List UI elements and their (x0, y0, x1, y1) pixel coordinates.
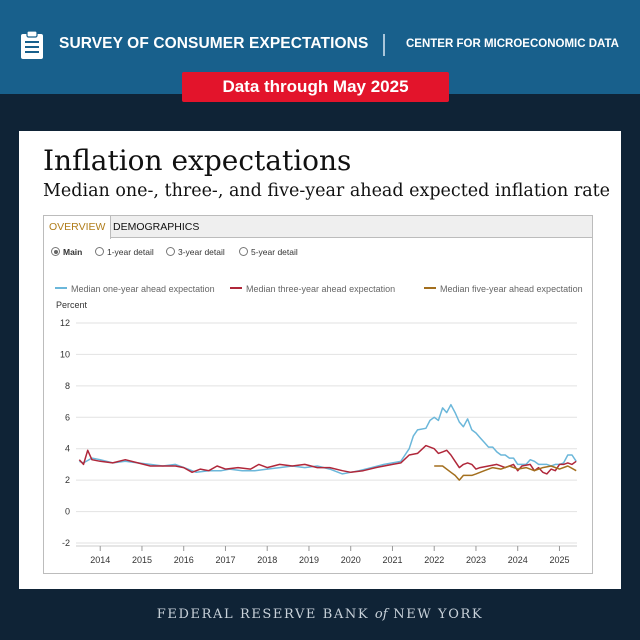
x-tick-label: 2023 (466, 555, 486, 565)
footer-institution: FEDERAL RESERVE BANK of NEW YORK (0, 607, 640, 622)
radio-icon (95, 247, 104, 256)
clipboard-icon (21, 30, 43, 59)
x-tick-label: 2024 (508, 555, 528, 565)
y-tick-label: 6 (65, 412, 70, 422)
chart-panel: OVERVIEW DEMOGRAPHICS Main 1-year detail… (43, 215, 593, 574)
view-option-label: 5-year detail (251, 247, 298, 257)
y-tick-label: 8 (65, 381, 70, 391)
legend-label: Median one-year ahead expectation (71, 284, 215, 294)
legend-five-year[interactable]: Median five-year ahead expectation (424, 284, 583, 294)
tab-demographics[interactable]: DEMOGRAPHICS (113, 221, 200, 233)
data-through-badge: Data through May 2025 (182, 72, 449, 102)
legend-one-year[interactable]: Median one-year ahead expectation (55, 284, 215, 294)
series-five-year-line (434, 465, 577, 481)
y-tick-label: -2 (62, 538, 70, 548)
y-axis-label: Percent (56, 300, 88, 310)
survey-title: SURVEY OF CONSUMER EXPECTATIONS (59, 35, 369, 52)
x-tick-label: 2019 (299, 555, 319, 565)
legend-swatch (424, 287, 436, 289)
view-option-3-year[interactable]: 3-year detail (166, 247, 225, 257)
view-option-main[interactable]: Main (51, 247, 82, 257)
x-tick-label: 2025 (549, 555, 569, 565)
legend-swatch (230, 287, 242, 289)
tab-overview[interactable]: OVERVIEW (44, 216, 112, 239)
x-tick-label: 2015 (132, 555, 152, 565)
page-title: Inflation expectations (43, 144, 352, 177)
line-chart: -2 0 2 4 6 8 10 12 2014 2015 2016 2017 2018 2019 2020 2… (60, 318, 577, 565)
x-tick-label: 2021 (382, 555, 402, 565)
y-tick-label: 12 (60, 318, 70, 328)
center-title: CENTER FOR MICROECONOMIC DATA (406, 38, 619, 50)
radio-selected-icon (51, 247, 60, 256)
legend-label: Median three-year ahead expectation (246, 284, 396, 294)
series-three-year-line (78, 444, 577, 475)
y-tick-label: 0 (65, 507, 70, 517)
x-tick-label: 2014 (90, 555, 110, 565)
header-divider (383, 34, 385, 56)
view-option-label: 3-year detail (178, 247, 225, 257)
y-tick-label: 2 (65, 475, 70, 485)
y-tick-label: 4 (65, 444, 70, 454)
legend-swatch (55, 287, 67, 289)
tab-strip: OVERVIEW DEMOGRAPHICS (44, 216, 592, 239)
view-option-label: 1-year detail (107, 247, 154, 257)
page-subtitle: Median one-, three-, and five-year ahead… (43, 181, 611, 201)
footer-text: NEW YORK (387, 607, 484, 622)
footer-text-italic: of (374, 607, 388, 622)
view-option-5-year[interactable]: 5-year detail (239, 247, 298, 257)
view-option-label: Main (63, 247, 83, 257)
x-tick-label: 2022 (424, 555, 444, 565)
footer-text: FEDERAL RESERVE BANK (156, 607, 375, 622)
series-one-year-line (79, 403, 577, 475)
radio-icon (239, 247, 248, 256)
x-tick-label: 2016 (174, 555, 194, 565)
y-tick-label: 10 (60, 349, 70, 359)
view-option-1-year[interactable]: 1-year detail (95, 247, 154, 257)
legend-three-year[interactable]: Median three-year ahead expectation (230, 284, 395, 294)
radio-icon (166, 247, 175, 256)
x-tick-label: 2018 (257, 555, 277, 565)
legend-label: Median five-year ahead expectation (440, 284, 583, 294)
x-tick-label: 2017 (215, 555, 235, 565)
x-tick-label: 2020 (341, 555, 361, 565)
